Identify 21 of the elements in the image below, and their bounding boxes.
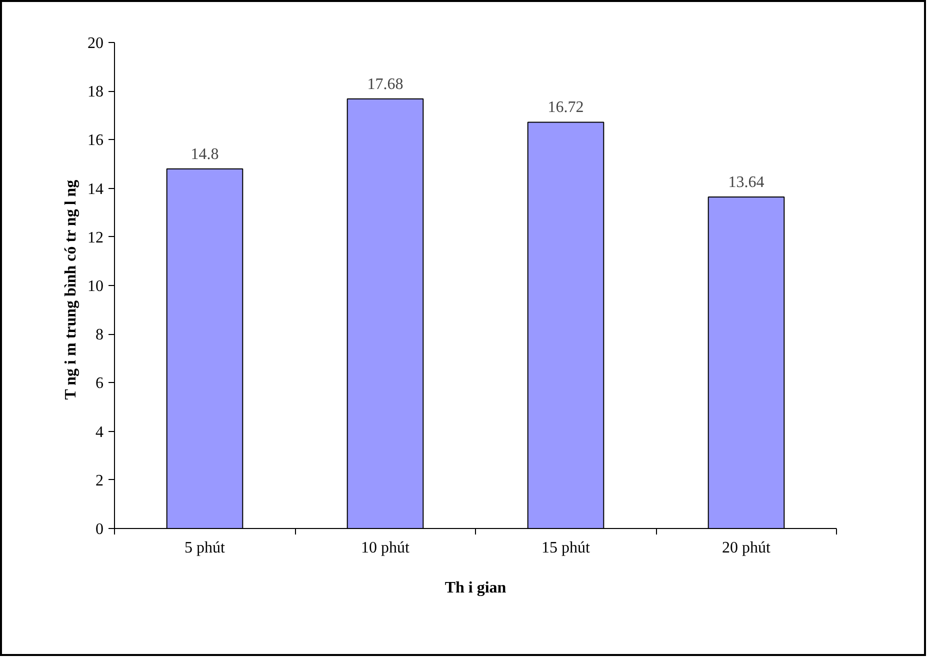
y-tick-label: 4	[96, 424, 104, 441]
x-tick-label: 5 phút	[184, 540, 226, 556]
y-tick-label: 20	[88, 35, 104, 52]
data-label: 17.68	[367, 76, 404, 93]
y-tick-label: 18	[88, 84, 104, 101]
y-tick-label: 8	[96, 326, 104, 344]
x-tick-label: 10 phút	[361, 540, 410, 556]
y-axis-title: T ng i m trung bình có tr ng l ng	[62, 180, 80, 400]
y-tick-label: 6	[96, 375, 104, 392]
data-label: 14.8	[190, 146, 219, 163]
y-tick-label: 10	[88, 278, 104, 295]
y-tick-label: 2	[96, 472, 104, 490]
data-label: 13.64	[728, 174, 764, 192]
y-tick-label: 12	[88, 229, 104, 246]
y-tick-label: 14	[88, 180, 104, 198]
x-tick-label: 15 phút	[542, 540, 591, 556]
x-tick-label: 20 phút	[722, 540, 772, 556]
x-axis-title: Th i gian	[444, 580, 506, 596]
data-label: 16.72	[548, 99, 584, 116]
y-tick-label: 0	[96, 521, 104, 538]
y-tick-label: 16	[88, 132, 104, 150]
